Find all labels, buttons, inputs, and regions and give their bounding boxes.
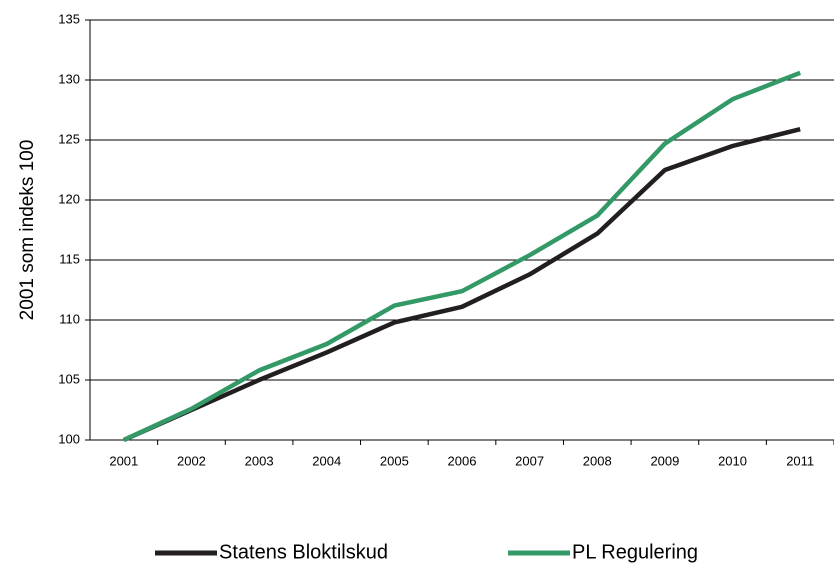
y-axis-label: 2001 som indeks 100 [17, 140, 38, 321]
y-tick-label: 100 [58, 431, 80, 446]
y-tick-label: 120 [58, 191, 80, 206]
x-tick-label: 2008 [583, 453, 612, 468]
y-tick-label: 110 [59, 311, 80, 326]
x-tick-label: 2002 [177, 453, 206, 468]
x-tick-label: 2007 [515, 453, 544, 468]
x-tick-label: 2004 [312, 453, 341, 468]
x-tick-label: 2011 [786, 453, 814, 468]
x-tick-label: 2003 [245, 453, 274, 468]
legend-label: Statens Bloktilskud [219, 541, 388, 563]
x-tick-label: 2010 [718, 453, 747, 468]
x-tick-label: 2001 [109, 453, 138, 468]
y-tick-label: 105 [58, 371, 80, 386]
y-tick-label: 125 [58, 131, 80, 146]
legend-label: PL Regulering [572, 541, 698, 563]
y-tick-label: 130 [58, 71, 80, 86]
series-line [122, 127, 801, 443]
y-tick-label: 135 [58, 11, 80, 26]
y-tick-label: 115 [59, 251, 80, 266]
x-tick-label: 2006 [448, 453, 477, 468]
x-tick-label: 2009 [650, 453, 679, 468]
series-line [122, 70, 802, 443]
x-tick-label: 2005 [380, 453, 409, 468]
